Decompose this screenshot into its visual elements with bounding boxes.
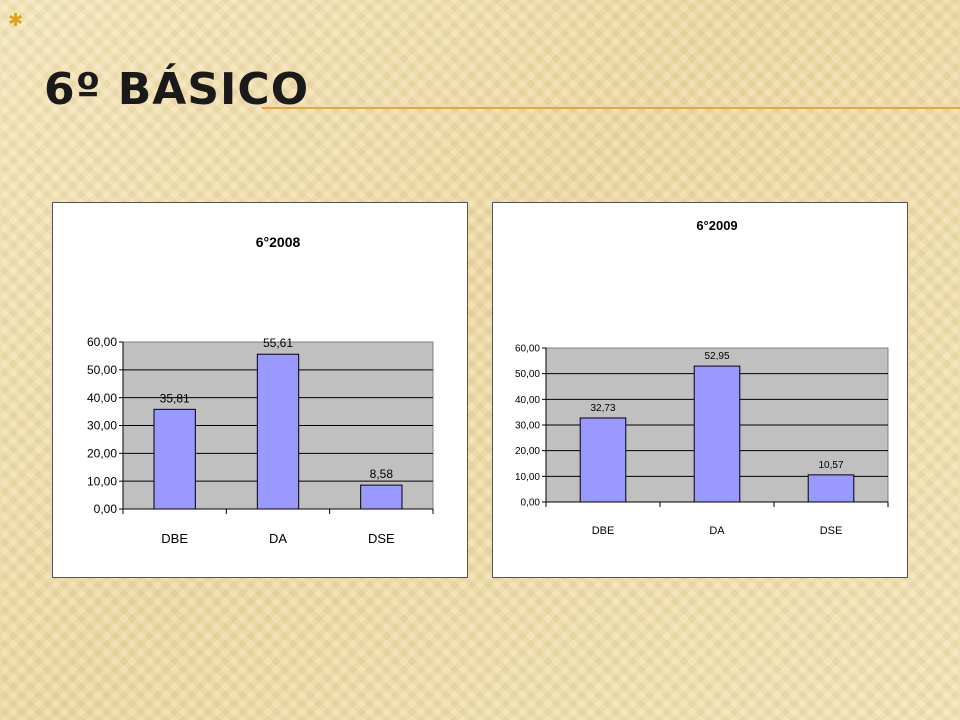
y-tick-label: 30,00: [87, 419, 117, 433]
category-label: DSE: [820, 525, 843, 537]
data-label: 10,57: [818, 460, 843, 471]
bar: [360, 484, 403, 510]
data-label: 35,81: [160, 391, 190, 405]
bar: [693, 365, 741, 503]
y-tick-label: 10,00: [515, 472, 540, 483]
y-tick-label: 20,00: [515, 446, 540, 457]
data-label: 52,95: [704, 351, 729, 362]
y-tick-label: 0,00: [521, 498, 541, 509]
bar: [153, 408, 196, 510]
y-tick-label: 40,00: [515, 395, 540, 406]
bar: [579, 417, 627, 503]
data-label: 55,61: [263, 336, 293, 350]
chart-2008: 6°2008 0,00 10,00 20,00 30,00 40,00 50,00 60,00…: [87, 234, 434, 546]
chart-panel-2009: 6°2009 0,00 10,00 20,00 30,00 40,00 50,00 60,00…: [492, 202, 908, 578]
y-tick-label: 60,00: [515, 344, 540, 355]
bar: [807, 474, 855, 503]
y-tick-label: 40,00: [87, 391, 117, 405]
bar: [256, 353, 300, 510]
chart-panel-2008: 6°2008 0,00 10,00 20,00 30,00 40,00 50,00 60,00…: [52, 202, 468, 578]
category-label: DA: [709, 525, 725, 537]
chart-title: 6°2009: [696, 218, 737, 233]
data-label: 8,58: [370, 467, 394, 481]
title-rule: [262, 107, 960, 109]
category-label: DA: [269, 531, 287, 546]
category-label: DSE: [368, 531, 395, 546]
y-tick-label: 10,00: [87, 474, 117, 488]
y-tick-label: 60,00: [87, 335, 117, 349]
chart-2009: 6°2009 0,00 10,00 20,00 30,00 40,00 50,00 60,00…: [515, 218, 889, 537]
category-label: DBE: [161, 531, 188, 546]
category-label: DBE: [592, 525, 615, 537]
y-tick-label: 50,00: [87, 363, 117, 377]
y-tick-label: 20,00: [87, 447, 117, 461]
title-mark-icon: ✱: [8, 10, 24, 31]
data-label: 32,73: [590, 403, 615, 414]
slide-title: 6º básico: [44, 64, 310, 115]
y-tick-label: 30,00: [515, 421, 540, 432]
y-tick-label: 50,00: [515, 369, 540, 380]
chart-title: 6°2008: [256, 234, 301, 250]
y-tick-label: 0,00: [94, 502, 118, 516]
